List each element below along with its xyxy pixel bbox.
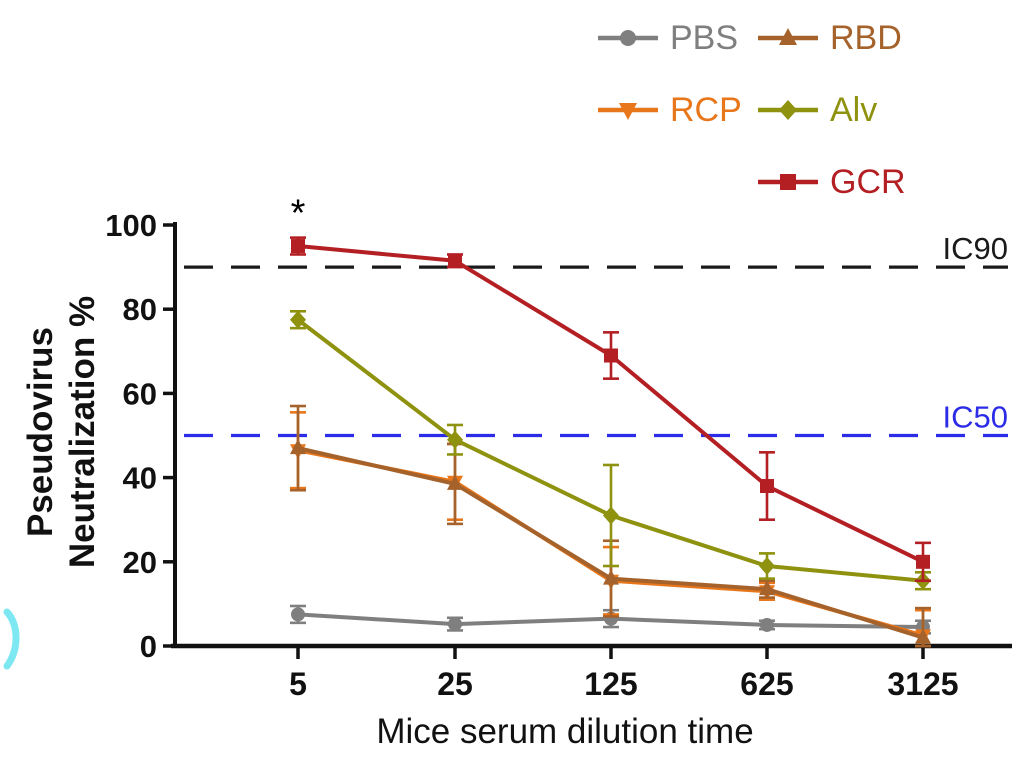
x-axis-title: Mice serum dilution time — [376, 712, 754, 751]
marker-diamond — [759, 557, 775, 576]
legend-label: Alv — [830, 91, 878, 129]
marker-diamond — [779, 100, 797, 120]
marker-circle — [448, 617, 462, 632]
cyan-stray-mark — [3, 608, 20, 670]
marker-diamond — [447, 430, 463, 449]
significance-star: * — [291, 193, 306, 235]
marker-square — [604, 348, 618, 363]
x-tick-label: 5 — [289, 666, 307, 702]
y-axis-title-line2: Neutralization % — [63, 295, 102, 569]
marker-circle — [760, 617, 774, 632]
y-tick-label: 40 — [123, 461, 157, 496]
marker-triangle-up — [915, 628, 931, 644]
marker-triangle-up — [447, 474, 463, 490]
y-tick-label: 0 — [140, 629, 157, 664]
chart-legend: PBS RBD RCP Alv GCR — [596, 18, 906, 202]
marker-square — [448, 253, 462, 268]
legend-label: RCP — [670, 91, 742, 129]
marker-triangle-up — [603, 569, 619, 585]
marker-triangle-up — [290, 439, 306, 455]
marker-diamond — [290, 310, 306, 329]
marker-triangle-up — [779, 28, 797, 45]
y-axis-title: Pseudovirus Neutralization % — [20, 197, 106, 667]
legend-item-PBS: PBS — [596, 18, 756, 58]
legend-item-GCR: GCR — [756, 162, 906, 202]
marker-triangle-up — [759, 580, 775, 596]
x-tick-label: 3125 — [887, 666, 958, 702]
marker-square — [916, 554, 930, 569]
marker-triangle-down — [619, 103, 637, 120]
legend-marker-triangle-up-icon — [758, 28, 818, 45]
legend-label: RBD — [830, 19, 902, 57]
marker-circle — [620, 30, 636, 46]
ref-line-label-ic50: IC50 — [943, 400, 1008, 435]
marker-square — [291, 239, 305, 254]
y-tick-label: 60 — [123, 376, 157, 411]
legend-item-RCP: RCP — [596, 90, 756, 130]
legend-marker-square-icon — [758, 174, 818, 190]
y-tick-label: 20 — [123, 545, 157, 580]
legend-label: GCR — [830, 163, 906, 201]
marker-diamond — [603, 506, 619, 525]
marker-circle — [291, 607, 305, 622]
marker-square — [780, 174, 796, 190]
y-tick-label: 80 — [123, 292, 157, 327]
y-tick-label: 100 — [105, 208, 157, 243]
legend-item-RBD: RBD — [756, 18, 906, 58]
x-tick-label: 25 — [437, 666, 473, 702]
y-axis-title-line1: Pseudovirus — [21, 326, 60, 538]
x-tick-label: 125 — [584, 666, 637, 702]
legend-marker-diamond-icon — [758, 100, 818, 120]
legend-label: PBS — [670, 19, 739, 57]
x-tick-label: 625 — [740, 666, 793, 702]
legend-item-Alv: Alv — [756, 90, 906, 130]
legend-marker-triangle-down-icon — [598, 103, 658, 120]
ref-line-label-ic90: IC90 — [943, 231, 1008, 266]
marker-square — [760, 479, 774, 494]
legend-marker-circle-icon — [598, 30, 658, 46]
